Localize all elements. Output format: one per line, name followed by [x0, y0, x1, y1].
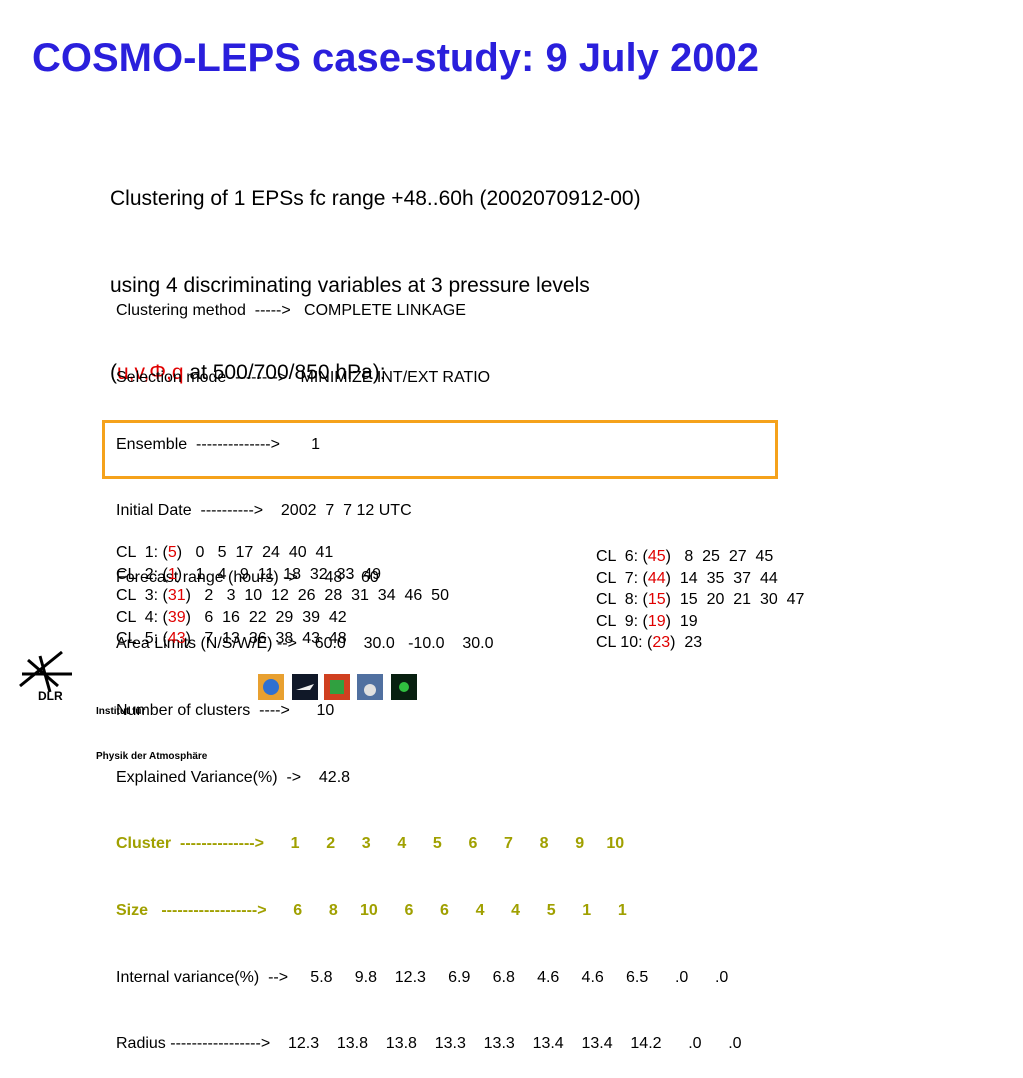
setting-line: Forecast range (hours) -> 48 - 60 — [116, 568, 379, 586]
intro-line: (u,v,Φ,q at 500/700/850 hPa): — [110, 358, 641, 387]
cluster-size: 1 — [167, 565, 177, 583]
cluster-line: CL 2: (1) 1 4 9 11 18 32 33 49 — [116, 564, 449, 586]
cluster-label: CL 10: ( — [596, 634, 653, 651]
cluster-label: CL 9: ( — [596, 612, 648, 630]
setting-line: Clustering method -----> COMPLETE LINKAG… — [116, 302, 466, 320]
highlight-box — [102, 420, 778, 479]
icon — [399, 682, 409, 692]
institute-line: Institut für — [96, 706, 146, 717]
cluster-members: ) 15 20 21 30 47 — [665, 591, 805, 608]
cluster-size: 23 — [652, 634, 671, 651]
icon — [330, 680, 344, 694]
cluster-members: ) 6 16 22 29 39 42 — [185, 608, 347, 626]
title: COSMO-LEPS case-study: 9 July 2002 — [32, 36, 759, 80]
cluster-line: CL 3: (31) 2 3 10 12 26 28 31 34 46 50 — [116, 585, 449, 607]
cluster-size: 31 — [167, 587, 186, 604]
cluster-label: CL 8: ( — [596, 591, 648, 608]
cluster-label: CL 2: ( — [116, 565, 168, 583]
clusters-right: CL 6: (45) 8 25 27 45 CL 7: (44) 14 35 37… — [596, 546, 804, 654]
cluster-line: CL 9: (19) 19 — [596, 611, 804, 633]
cluster-line: CL 4: (39) 6 16 22 29 39 42 — [116, 607, 449, 629]
cluster-size: 19 — [647, 612, 666, 630]
cluster-line: CL 8: (15) 15 20 21 30 47 — [596, 589, 804, 611]
cluster-members: ) 23 — [670, 634, 703, 651]
setting-line: Number of clusters ----> 10 — [116, 702, 335, 720]
cluster-size: 45 — [647, 548, 666, 565]
cluster-members: ) 14 35 37 44 — [665, 569, 778, 587]
cluster-members: ) 19 — [665, 612, 698, 630]
cluster-members: ) 8 25 27 45 — [665, 548, 774, 565]
cluster-size: 44 — [647, 569, 666, 587]
cluster-label: CL 6: ( — [596, 548, 648, 565]
setting-line: Explained Variance(%) -> 42.8 — [116, 768, 351, 786]
cluster-line: CL 7: (44) 14 35 37 44 — [596, 568, 804, 590]
cluster-members: ) 7 13 36 38 43 48 — [185, 630, 347, 647]
cluster-line: CL 5: (43) 7 13 36 38 43 48 — [116, 628, 449, 650]
institute-line: Physik der Atmosphäre — [96, 751, 208, 762]
setting-line: Area Limits (N/S/W/E) --> 60.0 30.0 -10.… — [116, 635, 494, 653]
text: ( — [110, 361, 117, 384]
cluster-label: CL 1: ( — [116, 544, 168, 561]
variables: u,v,Φ,q — [117, 361, 184, 384]
text: at 500/700/850 hPa): — [189, 361, 386, 384]
setting-line: Selection mode --------> MINIMIZE INT/EX… — [116, 369, 491, 387]
intro-line: using 4 discriminating variables at 3 pr… — [110, 274, 590, 297]
settings: Clustering method -----> COMPLETE LINKAG… — [116, 256, 742, 1078]
cluster-size: 15 — [647, 591, 666, 608]
cluster-label: CL 5: ( — [116, 630, 168, 647]
dlr-logo: DLR — [19, 650, 72, 703]
cluster-label: CL 3: ( — [116, 587, 168, 604]
cluster-members: ) 1 4 9 11 18 32 33 49 — [176, 565, 382, 583]
cluster-members: ) 2 3 10 12 26 28 31 34 46 50 — [185, 587, 449, 604]
cluster-size: 5 — [167, 544, 177, 561]
setting-line: Internal variance(%) --> 5.8 9.8 12.3 6.… — [116, 968, 729, 986]
logo-text: DLR — [38, 689, 63, 703]
icons — [258, 674, 417, 700]
icon — [364, 684, 376, 696]
cluster-size: 43 — [167, 630, 186, 647]
setting-line: Radius -----------------> 12.3 13.8 13.8… — [116, 1035, 742, 1053]
highlighted-line: Size ------------------> 6 8 10 6 6 4 4 … — [116, 901, 627, 919]
institute: Institut für Physik der Atmosphäre — [96, 674, 207, 779]
cluster-size: 39 — [167, 608, 186, 626]
icon — [263, 679, 279, 695]
setting-line: Initial Date ----------> 2002 7 7 12 UTC — [116, 502, 412, 520]
cluster-line: CL 1: (5) 0 5 17 24 40 41 — [116, 542, 449, 564]
slide: COSMO-LEPS case-study: 9 July 2002 Clust… — [19, 36, 805, 1053]
cluster-members: ) 0 5 17 24 40 41 — [176, 544, 334, 561]
clusters-left: CL 1: (5) 0 5 17 24 40 41 CL 2: (1) 1 4 9… — [116, 542, 449, 650]
intro: Clustering of 1 EPSs fc range +48..60h (… — [110, 126, 641, 416]
cluster-line: CL 6: (45) 8 25 27 45 — [596, 546, 804, 568]
cluster-line: CL 10: (23) 23 — [596, 632, 804, 654]
highlighted-line: Cluster --------------> 1 2 3 4 5 6 7 8 … — [116, 835, 625, 853]
cluster-label: CL 4: ( — [116, 608, 168, 626]
cluster-label: CL 7: ( — [596, 569, 648, 587]
icon — [296, 684, 314, 690]
intro-line: Clustering of 1 EPSs fc range +48..60h (… — [110, 187, 641, 210]
setting-line: Ensemble --------------> 1 — [116, 435, 320, 453]
